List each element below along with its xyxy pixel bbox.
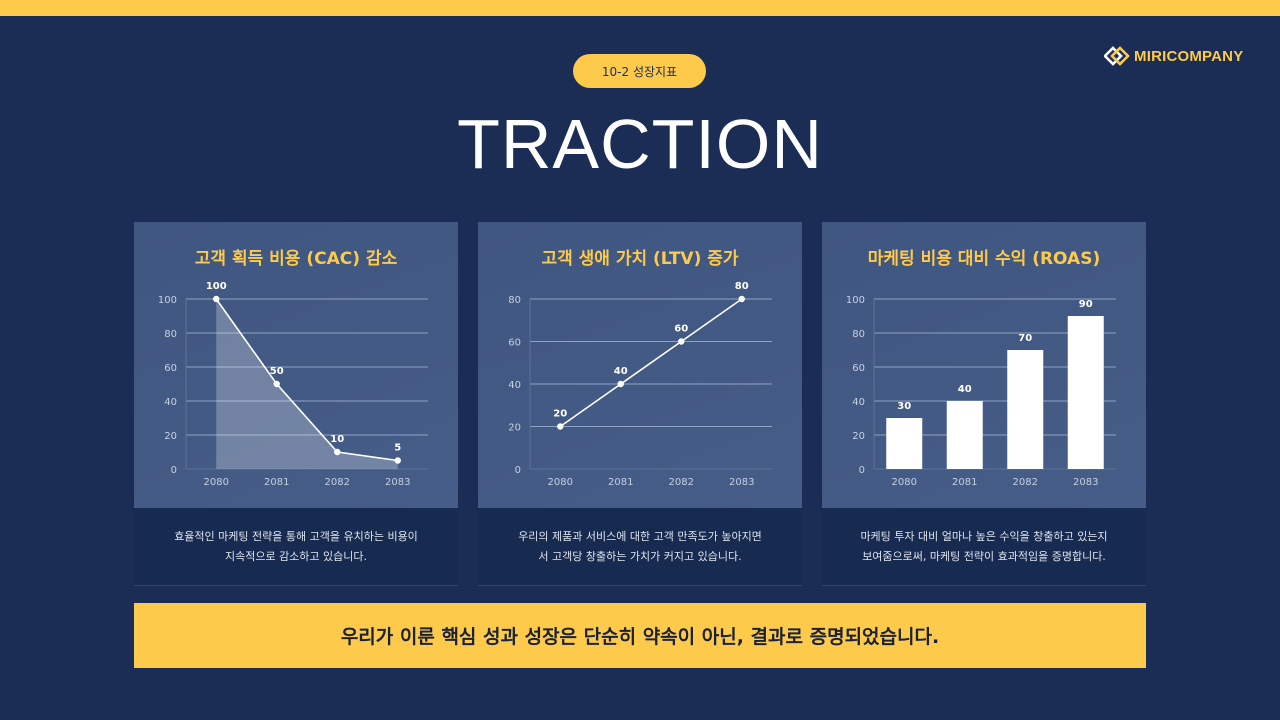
svg-text:60: 60: [164, 363, 177, 374]
svg-text:20: 20: [508, 423, 521, 434]
cac-area-chart: 0 20 40 60 80 100 2080 2081 2082 2083 100 50 10 5: [158, 281, 428, 488]
svg-text:10: 10: [330, 434, 344, 445]
card-cac: 고객 획득 비용 (CAC) 감소 0 20 40 60 80 100 2080 2081 20…: [134, 222, 458, 586]
svg-text:0: 0: [859, 465, 865, 476]
conclusion-banner: 우리가 이룬 핵심 성과 성장은 단순히 약속이 아닌, 결과로 증명되었습니다…: [134, 603, 1146, 668]
diamond-logo-icon: [1104, 46, 1130, 66]
svg-text:100: 100: [206, 281, 227, 292]
card-title: 고객 생애 가치 (LTV) 증가: [541, 249, 739, 269]
svg-text:2081: 2081: [264, 477, 289, 488]
svg-text:50: 50: [270, 366, 284, 377]
roas-bar-chart: 0 20 40 60 80 100 2080 2081 2082 2083 30 40 70 90: [846, 295, 1116, 488]
svg-text:20: 20: [164, 431, 177, 442]
svg-text:40: 40: [852, 397, 865, 408]
svg-text:2080: 2080: [892, 477, 917, 488]
svg-text:40: 40: [958, 384, 972, 395]
description-line: 보여줌으로써, 마케팅 전략이 효과적임을 증명합니다.: [862, 549, 1106, 563]
svg-text:90: 90: [1079, 299, 1093, 310]
svg-text:0: 0: [515, 465, 521, 476]
card-ltv: 고객 생애 가치 (LTV) 증가 0 20 40 60 80 2080 2081 2082 2…: [478, 222, 802, 586]
svg-text:40: 40: [614, 366, 628, 377]
svg-text:40: 40: [164, 397, 177, 408]
page-title: TRACTION: [457, 105, 823, 183]
svg-text:5: 5: [394, 443, 401, 454]
top-accent-bar: [0, 0, 1280, 16]
card-roas-chart-panel: 마케팅 비용 대비 수익 (ROAS) 0 20 40 60 80 100 2080 2081…: [822, 222, 1146, 508]
card-ltv-chart-panel: 고객 생애 가치 (LTV) 증가 0 20 40 60 80 2080 2081 2082 2…: [478, 222, 802, 508]
svg-text:100: 100: [158, 295, 177, 306]
svg-text:2082: 2082: [325, 477, 350, 488]
svg-text:80: 80: [164, 329, 177, 340]
description-line: 효율적인 마케팅 전략을 통해 고객을 유치하는 비용이: [174, 529, 418, 543]
svg-text:30: 30: [897, 401, 911, 412]
svg-text:80: 80: [852, 329, 865, 340]
svg-text:70: 70: [1018, 333, 1032, 344]
description-line: 서 고객당 창출하는 가치가 커지고 있습니다.: [538, 549, 742, 563]
svg-text:2083: 2083: [1073, 477, 1098, 488]
description-line: 지속적으로 감소하고 있습니다.: [224, 549, 368, 563]
ltv-line-chart: 0 20 40 60 80 2080 2081 2082 2083 20 40 60 80: [508, 281, 772, 488]
svg-text:100: 100: [846, 295, 865, 306]
card-description: 우리의 제품과 서비스에 대한 고객 만족도가 높아지면 서 고객당 창출하는 …: [478, 508, 802, 586]
svg-text:0: 0: [171, 465, 177, 476]
company-logo: MIRICOMPANY: [1104, 46, 1243, 66]
svg-text:2082: 2082: [1013, 477, 1038, 488]
card-description: 마케팅 투자 대비 얼마나 높은 수익을 창출하고 있는지 보여줌으로써, 마케…: [822, 508, 1146, 586]
card-description: 효율적인 마케팅 전략을 통해 고객을 유치하는 비용이 지속적으로 감소하고 …: [134, 508, 458, 586]
svg-text:60: 60: [674, 324, 688, 335]
svg-text:20: 20: [553, 409, 567, 420]
svg-text:60: 60: [852, 363, 865, 374]
svg-text:2083: 2083: [729, 477, 754, 488]
svg-text:80: 80: [508, 295, 521, 306]
svg-text:2083: 2083: [385, 477, 410, 488]
svg-text:2081: 2081: [952, 477, 977, 488]
card-roas: 마케팅 비용 대비 수익 (ROAS) 0 20 40 60 80 100 2080 2081…: [822, 222, 1146, 586]
card-title: 마케팅 비용 대비 수익 (ROAS): [867, 249, 1101, 269]
svg-text:60: 60: [508, 338, 521, 349]
svg-text:80: 80: [735, 281, 749, 292]
svg-text:2081: 2081: [608, 477, 633, 488]
svg-text:20: 20: [852, 431, 865, 442]
svg-text:2080: 2080: [204, 477, 229, 488]
section-pill: 10-2 성장지표: [573, 54, 706, 88]
description-line: 우리의 제품과 서비스에 대한 고객 만족도가 높아지면: [518, 529, 762, 543]
svg-text:40: 40: [508, 380, 521, 391]
card-title: 고객 획득 비용 (CAC) 감소: [194, 249, 398, 269]
description-line: 마케팅 투자 대비 얼마나 높은 수익을 창출하고 있는지: [860, 529, 1108, 543]
card-cac-chart-panel: 고객 획득 비용 (CAC) 감소 0 20 40 60 80 100 2080 2081 20…: [134, 222, 458, 508]
logo-text: MIRICOMPANY: [1134, 47, 1244, 65]
svg-text:2082: 2082: [669, 477, 694, 488]
svg-text:2080: 2080: [548, 477, 573, 488]
